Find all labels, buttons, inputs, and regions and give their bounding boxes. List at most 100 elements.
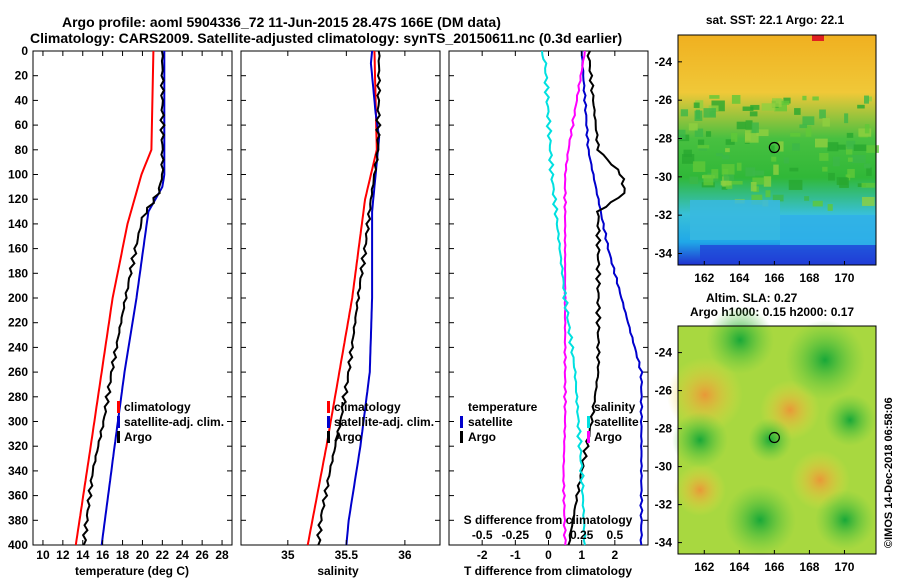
x-tick-label: 35.5	[335, 548, 359, 562]
map-x-tick-label: 168	[799, 560, 819, 574]
sst-texture-cell	[822, 166, 828, 172]
sst-texture-cell	[750, 104, 760, 110]
sst-texture-cell	[853, 144, 867, 152]
sst-texture-cell	[866, 167, 872, 176]
x-tick-label: 24	[176, 548, 190, 562]
legend-swatch-climatology	[327, 401, 330, 413]
sst-texture-cell	[778, 141, 784, 152]
sst-texture-cell	[721, 186, 728, 190]
legend-sal-argo: Argo	[594, 430, 622, 444]
secondary-x-tick-label: 0.5	[606, 528, 623, 542]
salinity-series	[241, 50, 440, 546]
sst-texture-cell	[790, 132, 801, 137]
sst-texture-cell	[745, 167, 756, 177]
sst-texture-cell	[697, 139, 705, 146]
figure-title-line1: Argo profile: aoml 5904336_72 11-Jun-201…	[62, 14, 501, 30]
argo-position-marker	[768, 431, 780, 444]
sst-texture-cell	[812, 35, 824, 41]
x-tick-label: 22	[156, 548, 170, 562]
sst-texture-cell	[705, 131, 712, 137]
sst-texture-cell	[847, 168, 855, 178]
sst-texture-cell	[689, 176, 699, 184]
legend-salinity-title: salinity	[594, 400, 636, 414]
sst-texture-cell	[695, 109, 700, 119]
map-x-tick-label: 166	[764, 560, 784, 574]
legend-swatch-temp-argo	[460, 431, 463, 443]
x-tick-label: 2	[611, 548, 618, 562]
map-y-tick-label: -30	[655, 170, 673, 184]
salinity-legend: climatology satellite-adj. clim. Argo	[327, 400, 434, 444]
depth-tick-label: 360	[8, 489, 28, 503]
sst-texture-cell	[861, 182, 875, 188]
sst-texture-cell	[752, 177, 765, 185]
sst-map-title: sat. SST: 22.1 Argo: 22.1	[706, 13, 845, 27]
sst-texture-cell	[799, 124, 808, 129]
sst-texture-cell	[819, 153, 829, 161]
sst-texture-cell	[749, 111, 758, 117]
salinity-xlabel: salinity	[317, 564, 359, 578]
map-y-tick-label: -28	[655, 422, 673, 436]
sst-texture-cell	[857, 104, 865, 109]
sst-texture-cell	[711, 169, 719, 179]
x-tick-label: 16	[96, 548, 110, 562]
sst-texture-cell	[680, 109, 689, 117]
x-tick-label: -2	[477, 548, 488, 562]
sla-texture-blob	[667, 357, 743, 433]
sst-texture-cell	[731, 132, 738, 142]
sst-texture-cell	[681, 154, 695, 164]
sla-texture-blob	[674, 464, 726, 516]
sst-texture-cell	[678, 129, 686, 140]
x-tick-label: 35	[281, 548, 295, 562]
sla-map-title: Altim. SLA: 0.27	[706, 291, 798, 305]
depth-tick-label: 0	[21, 44, 28, 58]
difference-legend: temperature satellite Argo salinity sate…	[460, 400, 639, 444]
sst-texture-cell	[804, 196, 810, 201]
x-tick-label: 1	[578, 548, 585, 562]
sst-texture-cell	[812, 96, 819, 101]
sst-texture-cell	[763, 176, 772, 187]
sst-texture-cell	[720, 180, 732, 186]
series-line-s-argo	[567, 50, 626, 546]
series-line-s-satellite	[580, 50, 644, 546]
legend-swatch-satellite	[327, 416, 330, 428]
sst-texture-cell	[772, 194, 784, 202]
sst-texture-cell	[774, 103, 788, 112]
sla-texture-blob	[815, 490, 875, 550]
sst-texture-cell	[783, 157, 789, 164]
depth-tick-label: 340	[8, 464, 28, 478]
legend-climatology: climatology	[334, 400, 401, 414]
salinity-panel	[240, 50, 441, 546]
legend-argo: Argo	[124, 430, 152, 444]
sst-texture-cell	[864, 95, 869, 104]
secondary-x-tick-label: 0	[545, 528, 552, 542]
depth-tick-label: 60	[15, 118, 29, 132]
legend-swatch-climatology	[117, 401, 120, 413]
sst-texture-cell	[693, 102, 700, 108]
legend-climatology: climatology	[124, 400, 191, 414]
sst-texture-cell	[770, 145, 775, 154]
sla-texture-blob	[706, 306, 774, 374]
sst-texture-cell	[828, 172, 835, 181]
temperature-series	[33, 50, 232, 546]
sst-texture-cell	[789, 167, 799, 172]
map-x-tick-label: 162	[694, 560, 714, 574]
map-x-tick-label: 170	[834, 560, 854, 574]
sla-texture-blob	[824, 394, 876, 446]
sst-texture-cell	[802, 116, 815, 126]
sst-texture-cell	[736, 162, 742, 171]
map-y-tick-label: -26	[655, 384, 673, 398]
sst-texture-cell	[864, 124, 870, 134]
depth-tick-label: 240	[8, 340, 28, 354]
sst-texture-cell	[732, 180, 743, 185]
legend-temperature-title: temperature	[468, 400, 538, 414]
map-x-tick-label: 164	[729, 560, 749, 574]
sst-texture-cell	[792, 143, 800, 151]
sst-texture-cell	[783, 97, 791, 104]
series-line-climatology	[306, 50, 378, 546]
sst-texture-cell	[742, 106, 754, 111]
sst-texture-cell	[780, 215, 876, 245]
x-tick-label: 14	[76, 548, 90, 562]
sst-texture-cell	[703, 108, 716, 118]
x-tick-label: 18	[116, 548, 130, 562]
temperature-xlabel: temperature (deg C)	[75, 564, 189, 578]
